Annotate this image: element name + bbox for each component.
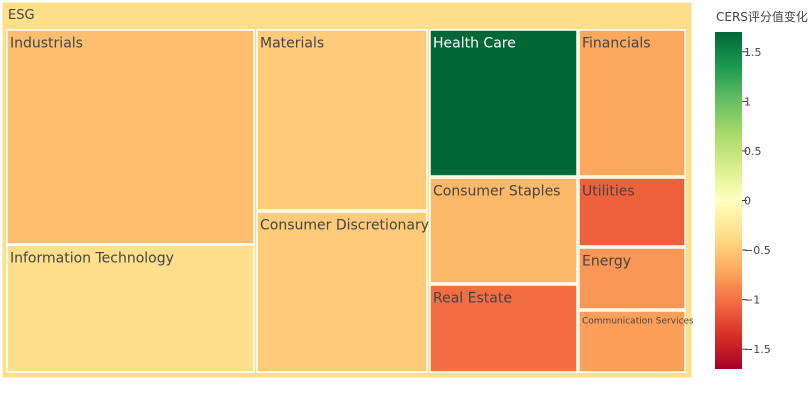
treemap-tile[interactable] — [429, 177, 578, 284]
treemap-tile-label: Industrials — [10, 35, 83, 51]
colorbar-tick-label: −1 — [744, 294, 760, 307]
treemap-tile[interactable] — [429, 29, 578, 177]
colorbar-tick-label: 1.5 — [744, 46, 762, 59]
treemap-tile[interactable] — [256, 29, 428, 211]
treemap-tile[interactable] — [578, 29, 686, 177]
treemap-tile-label: Utilities — [582, 183, 635, 199]
colorbar-tick-label: 1 — [744, 95, 751, 108]
treemap-tile-label: Consumer Discretionary — [260, 217, 429, 233]
treemap-tile-label: Communication Services — [582, 317, 694, 327]
treemap-tile[interactable] — [256, 211, 428, 373]
treemap-tile-label: Real Estate — [433, 290, 512, 306]
treemap-tile-label: Consumer Staples — [433, 183, 560, 199]
treemap-tile-label: Information Technology — [10, 250, 174, 266]
treemap-tile[interactable] — [578, 310, 686, 373]
colorbar-tick-label: −0.5 — [744, 244, 771, 257]
treemap-tile-label: Financials — [582, 35, 651, 51]
treemap-tile[interactable] — [578, 247, 686, 310]
treemap-tile-label: Health Care — [433, 35, 516, 51]
treemap-tile[interactable] — [429, 284, 578, 373]
treemap-tile[interactable] — [6, 29, 255, 245]
treemap-tile[interactable] — [578, 177, 686, 247]
colorbar-tick-label: −1.5 — [744, 343, 771, 356]
treemap-tile[interactable] — [6, 244, 255, 373]
treemap-tile-label: Materials — [260, 35, 324, 51]
treemap-root-label: ESG — [8, 8, 35, 23]
colorbar-tick-label: 0 — [744, 195, 751, 208]
colorbar-tick-label: 0.5 — [744, 145, 762, 158]
colorbar: 1.5 1 0.5 0 −0.5 −1 −1.5 — [715, 32, 771, 369]
colorbar-title: CERS评分值变化 — [716, 9, 808, 24]
treemap-tile-label: Energy — [582, 253, 631, 269]
colorbar-gradient — [715, 32, 742, 369]
